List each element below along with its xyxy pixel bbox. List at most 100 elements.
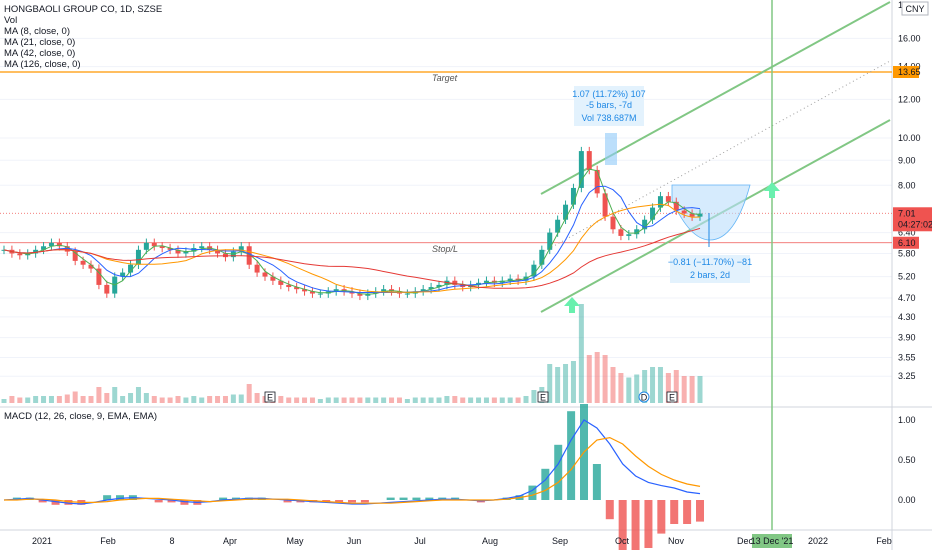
price-tick-9: 4.70	[898, 293, 916, 303]
candle-body-39	[309, 291, 315, 294]
price-axis: 18.0016.0014.0012.0010.009.008.006.405.8…	[893, 0, 932, 505]
volume-bar-73	[578, 304, 584, 403]
macd-tick-2: 0.00	[898, 495, 916, 505]
volume-bar-49	[389, 397, 395, 403]
indicator-ma21[interactable]: MA (21, close, 0)	[4, 37, 76, 48]
time-tick-2: 8	[169, 536, 174, 546]
price-tick-11: 3.90	[898, 333, 916, 343]
volume-bar-24	[191, 396, 197, 403]
volume-bar-8	[64, 394, 70, 403]
candle-body-72	[570, 187, 576, 205]
volume-bar-11	[88, 396, 94, 403]
time-tick-11: Dec	[737, 536, 754, 546]
macd-hist-12	[154, 500, 163, 503]
candle-body-13	[104, 284, 110, 294]
signal-line	[4, 436, 701, 504]
macd-line	[3, 419, 701, 505]
candle-body-87	[689, 213, 695, 217]
volume-bar-25	[199, 397, 205, 403]
candle-body-30	[238, 246, 244, 252]
macd-hist-31	[399, 497, 408, 500]
macd-legend[interactable]: MACD (12, 26, close, 9, EMA, EMA)	[4, 411, 158, 422]
indicator-ma42[interactable]: MA (42, close, 0)	[4, 48, 76, 59]
ma21-line	[3, 185, 701, 293]
volume-bar-10	[80, 396, 86, 403]
volume-bar-80	[634, 374, 640, 403]
price-tick-3: 10.00	[898, 133, 921, 143]
volume-bar-28	[222, 396, 228, 403]
volume-bar-18	[143, 393, 149, 403]
candle-body-40	[317, 293, 323, 295]
volume-bar-87	[689, 376, 695, 403]
price-tick-6: 6.40	[898, 228, 916, 238]
volume-bar-37	[294, 397, 300, 403]
indicator-ma8[interactable]: MA (8, close, 0)	[4, 26, 70, 37]
volume-bar-67	[531, 390, 537, 403]
volume-bar-15	[120, 396, 126, 403]
volume-bar-83	[657, 367, 663, 403]
stop-badge	[893, 236, 919, 249]
candle-body-42	[333, 289, 339, 292]
candle-body-31	[246, 246, 252, 265]
candle-body-18	[143, 242, 149, 250]
event-marker-label-2: D	[641, 393, 648, 403]
macd-hist-51	[657, 500, 666, 534]
candle-body-9	[72, 251, 78, 261]
candle-body-6	[48, 242, 54, 247]
candle-body-21	[167, 248, 173, 250]
macd-pane	[3, 404, 704, 550]
candle-body-37	[294, 287, 300, 290]
candle-body-82	[650, 207, 656, 220]
volume-bar-72	[570, 361, 576, 403]
candle-body-61	[483, 280, 489, 283]
target-badge-label: 13.65	[898, 67, 921, 77]
volume-bar-85	[673, 370, 679, 403]
volume-bar-9	[72, 391, 78, 403]
candle-body-75	[594, 169, 600, 194]
volume-bar-66	[523, 396, 529, 403]
candle-body-48	[381, 289, 387, 292]
ma42-line	[3, 203, 701, 293]
candle-body-86	[681, 210, 687, 214]
last-price-badge	[893, 207, 932, 232]
volume-bar-61	[483, 397, 489, 403]
volume-bar-30	[238, 394, 244, 403]
measure-down-box	[670, 255, 750, 283]
indicator-vol[interactable]: Vol	[4, 15, 18, 26]
macd-hist-27	[348, 500, 356, 503]
candle-body-2	[17, 253, 23, 256]
volume-bar-55	[436, 397, 442, 403]
indicator-ma126[interactable]: MA (126, close, 0)	[4, 59, 81, 70]
volume-bar-76	[602, 355, 608, 403]
time-tick-13: Feb	[876, 536, 892, 546]
volume-bar-79	[626, 377, 632, 403]
time-tick-12: 2022	[808, 536, 828, 546]
macd-hist-47	[605, 500, 614, 520]
chart-legend: HONGBAOLI GROUP CO, 1D, SZSE Vol MA (8, …	[4, 4, 162, 70]
macd-hist-17	[219, 497, 228, 500]
volume-bar-41	[325, 397, 331, 403]
event-marker-label-3: E	[669, 393, 675, 403]
volume-bar-7	[56, 396, 62, 403]
macd-hist-13	[167, 500, 176, 503]
volume-bar-62	[491, 397, 497, 403]
measure-up-box	[574, 86, 644, 126]
volume-bar-0	[1, 399, 7, 403]
stop-label: Stop/L	[432, 244, 458, 254]
volume-bar-2	[17, 397, 23, 403]
volume-bar-5	[41, 396, 47, 403]
volume-bar-6	[48, 396, 54, 403]
measure-up-span	[605, 133, 617, 165]
candle-body-34	[270, 276, 276, 281]
arrow-up-1	[564, 297, 580, 313]
macd-hist-49	[631, 500, 640, 550]
volume-bar-59	[468, 397, 474, 403]
candle-body-5	[41, 246, 47, 250]
symbol-title[interactable]: HONGBAOLI GROUP CO, 1D, SZSE	[4, 4, 163, 15]
volume-bar-17	[135, 387, 141, 403]
volume-bar-78	[618, 373, 624, 403]
candle-body-69	[547, 232, 553, 250]
price-tick-4: 9.00	[898, 155, 916, 165]
macd-hist-53	[683, 500, 692, 524]
